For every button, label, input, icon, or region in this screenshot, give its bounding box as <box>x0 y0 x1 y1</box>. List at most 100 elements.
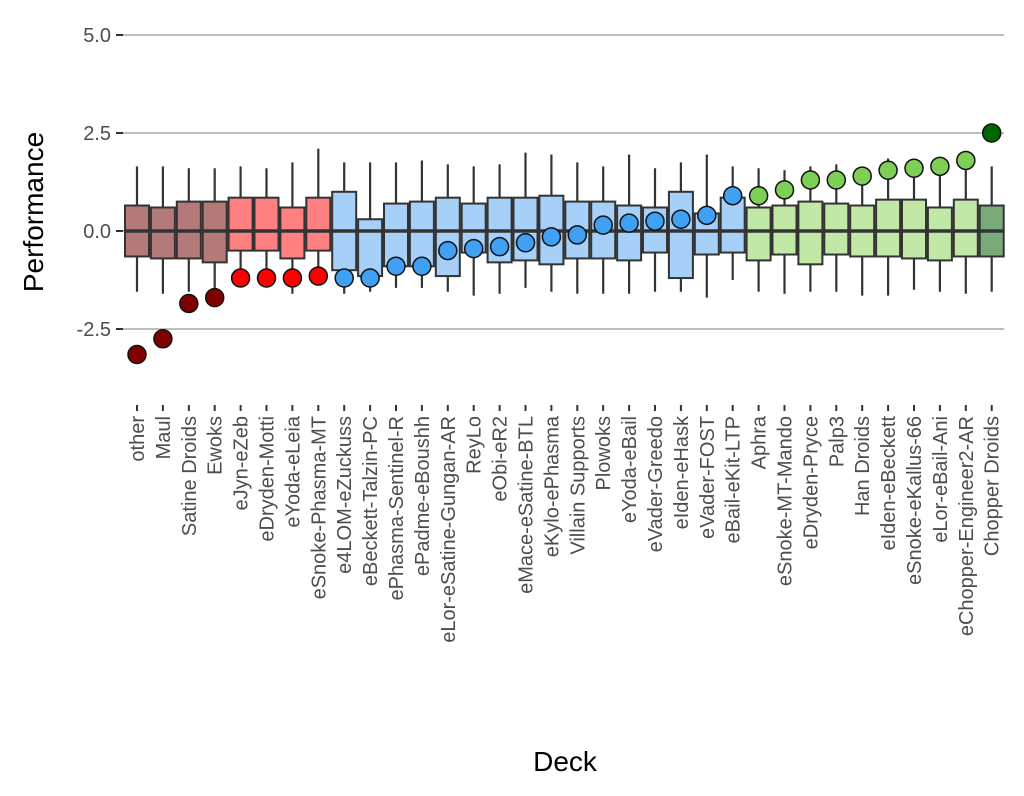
x-tick-label: Villain Supports <box>567 416 589 555</box>
x-tick-label: eDryden-Pryce <box>800 416 822 549</box>
box <box>875 198 902 258</box>
performance-point <box>904 158 924 179</box>
deck-box <box>952 158 979 294</box>
performance-point <box>852 166 872 186</box>
x-tick-label: Chopper Droids <box>982 416 1004 556</box>
performance-point <box>748 185 769 206</box>
deck-box <box>901 160 927 290</box>
deck-box <box>875 158 902 296</box>
x-axis-title: Deck <box>533 746 598 777</box>
performance-point <box>619 213 639 233</box>
performance-point <box>463 238 484 259</box>
deck-box <box>538 154 565 292</box>
performance-point <box>256 268 277 288</box>
deck-box <box>253 168 280 286</box>
x-tick-label: eKylo-ePhasma <box>541 415 563 557</box>
performance-point <box>541 227 562 247</box>
x-tick-label: eSnoke-eKallus-66 <box>904 416 926 585</box>
performance-point <box>282 268 303 288</box>
performance-point <box>386 256 406 277</box>
performance-point <box>956 150 976 171</box>
box <box>901 198 927 260</box>
deck-box <box>305 148 332 279</box>
performance-point <box>412 256 432 277</box>
x-tick-label: Plowoks <box>593 416 615 490</box>
x-tick-label: eChopper-Engineer2-AR <box>956 416 978 636</box>
deck-box <box>926 162 953 292</box>
x-tick-label: ePadme-eBoushh <box>412 416 434 576</box>
x-tick-label: eIden-eHask <box>671 415 693 529</box>
x-tick-label: e4LOM-eZuckuss <box>334 416 356 574</box>
performance-point <box>593 215 613 235</box>
box <box>745 206 772 262</box>
performance-point <box>800 170 821 190</box>
x-tick-label: eJyn-eZeb <box>231 416 253 511</box>
box <box>408 200 435 268</box>
x-tick-label: eBeckett-Talzin-PC <box>360 416 382 586</box>
performance-point <box>230 268 251 288</box>
x-tick-label: Palp3 <box>826 416 848 467</box>
box <box>719 196 746 254</box>
performance-point <box>722 185 743 206</box>
x-tick-label: Satine Droids <box>179 416 201 536</box>
box <box>227 196 254 252</box>
deck-box <box>797 166 824 292</box>
x-tick-label: eDryden-Motti <box>257 416 279 542</box>
grid-lines <box>123 34 1004 330</box>
performance-point <box>567 225 588 245</box>
performance-point <box>360 268 380 288</box>
x-tick-label: eVader-FOST <box>697 416 719 539</box>
x-tick-label: Han Droids <box>852 416 874 516</box>
box <box>279 206 306 260</box>
x-tick-label: eObi-eR2 <box>490 416 512 502</box>
performance-point <box>774 180 795 200</box>
box <box>357 218 384 278</box>
performance-point <box>153 329 173 349</box>
deck-box <box>408 160 435 288</box>
box <box>149 206 176 260</box>
x-tick-label: ReyLo <box>464 416 486 474</box>
deck-box <box>357 162 384 292</box>
deck-box <box>486 164 513 294</box>
performance-point <box>489 236 510 257</box>
performance-point <box>179 293 199 314</box>
performance-point <box>697 205 717 226</box>
x-tick-label: eVader-Greedo <box>645 416 667 552</box>
x-axis-ticks: other Maul Satine Droids Ewoks eJyn-eZeb eDry… <box>127 405 1004 643</box>
deck-box <box>434 164 461 292</box>
x-tick-label: eBail-eKit-LTP <box>723 416 745 543</box>
deck-box <box>616 154 643 294</box>
y-axis-title: Performance <box>18 132 49 292</box>
y-tick-label: -2.5 <box>77 319 111 341</box>
performance-point <box>645 211 665 231</box>
x-tick-label: eLor-eBail-Ani <box>930 416 952 543</box>
x-tick-label: Aphra <box>749 415 771 469</box>
box <box>667 190 694 280</box>
x-tick-label: eYoda-eBail <box>619 416 641 523</box>
box <box>797 200 824 266</box>
performance-points <box>127 123 1002 365</box>
box <box>952 198 979 258</box>
box <box>926 206 953 262</box>
y-axis-ticks: 5.0 2.5 0.0 -2.5 <box>77 25 123 341</box>
y-tick-label: 0.0 <box>83 221 111 243</box>
x-tick-label: Maul <box>153 416 175 459</box>
performance-point <box>930 156 950 177</box>
x-tick-label: eYoda-eLeia <box>282 415 304 527</box>
box <box>434 196 461 278</box>
y-tick-label: 5.0 <box>83 25 111 47</box>
x-tick-label: eSnoke-MT-Mando <box>775 416 797 586</box>
x-tick-label: eMace-eSatine-BTL <box>516 416 538 594</box>
deck-box <box>693 154 720 298</box>
deck-box <box>719 166 746 280</box>
performance-point <box>826 170 847 190</box>
deck-box <box>227 166 254 284</box>
box <box>823 202 850 256</box>
box <box>253 196 280 252</box>
performance-point <box>515 233 536 253</box>
performance-point <box>334 268 354 288</box>
performance-point <box>204 287 225 308</box>
deck-box <box>849 170 876 296</box>
x-tick-label: eIden-eBeckett <box>878 416 900 551</box>
